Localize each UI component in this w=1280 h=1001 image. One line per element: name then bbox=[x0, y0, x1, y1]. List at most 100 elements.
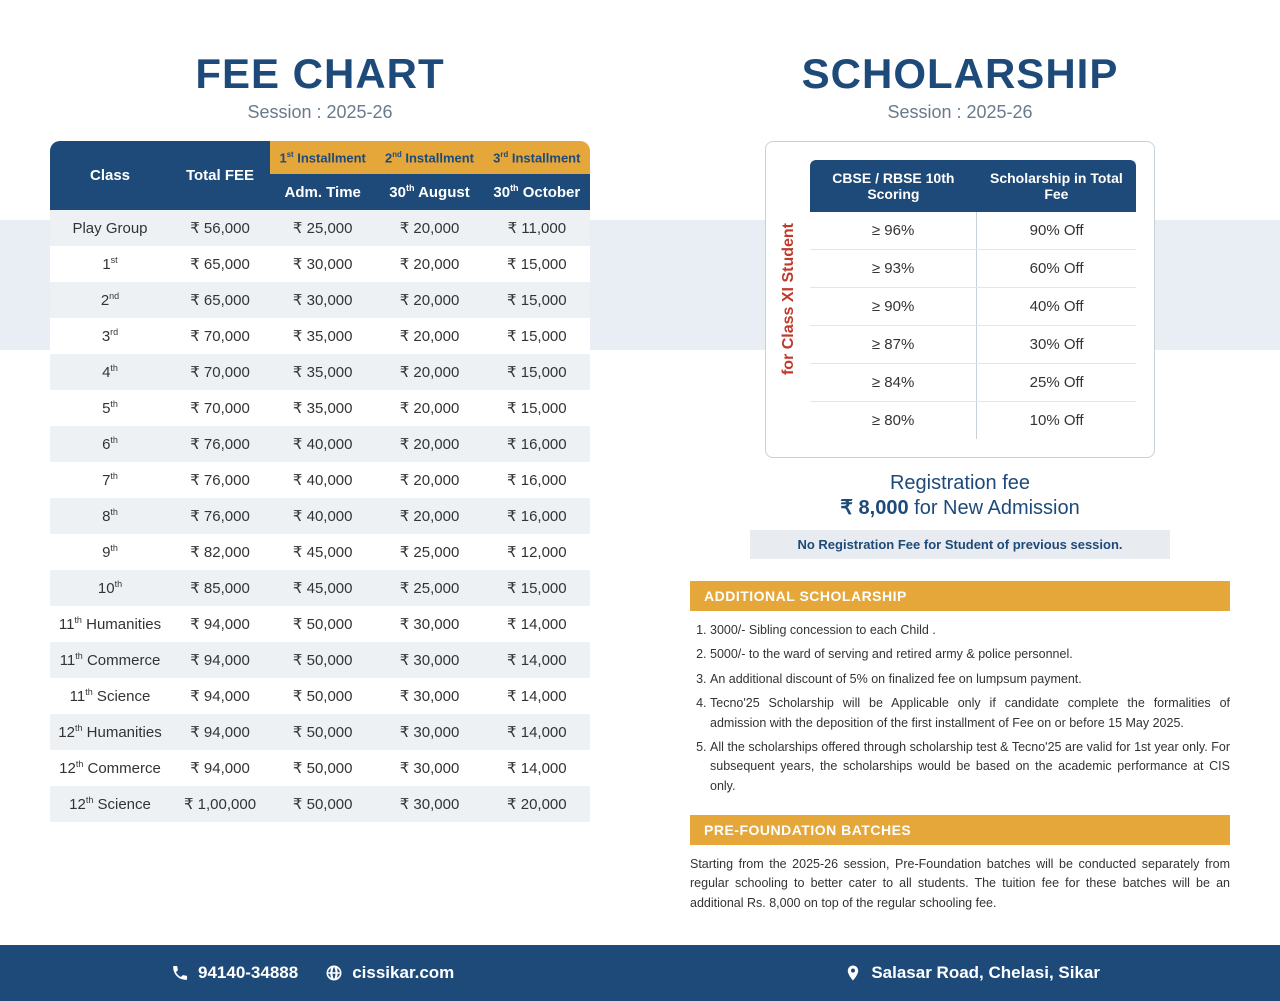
cell-inst2: ₹ 30,000 bbox=[375, 678, 483, 714]
cell-score: ≥ 93% bbox=[810, 250, 977, 288]
cell-class: 12th Humanities bbox=[50, 714, 170, 750]
cell-class: 11th Science bbox=[50, 678, 170, 714]
list-item: 3000/- Sibling concession to each Child … bbox=[710, 621, 1230, 640]
cell-inst2: ₹ 30,000 bbox=[375, 714, 483, 750]
list-item: An additional discount of 5% on finalize… bbox=[710, 670, 1230, 689]
cell-inst3: ₹ 14,000 bbox=[484, 642, 590, 678]
cell-total: ₹ 94,000 bbox=[170, 642, 270, 678]
cell-class: 5th bbox=[50, 390, 170, 426]
cell-class: 10th bbox=[50, 570, 170, 606]
cell-class: Play Group bbox=[50, 210, 170, 246]
cell-off: 30% Off bbox=[977, 326, 1136, 364]
cell-inst3: ₹ 14,000 bbox=[484, 606, 590, 642]
cell-inst2: ₹ 25,000 bbox=[375, 570, 483, 606]
pre-foundation-text: Starting from the 2025-26 session, Pre-F… bbox=[690, 855, 1230, 913]
fee-chart-session: Session : 2025-26 bbox=[50, 102, 590, 123]
table-row: 12th Humanities₹ 94,000₹ 50,000₹ 30,000₹… bbox=[50, 714, 590, 750]
cell-inst2: ₹ 20,000 bbox=[375, 498, 483, 534]
cell-inst1: ₹ 50,000 bbox=[270, 786, 375, 822]
table-row: ≥ 87%30% Off bbox=[810, 326, 1136, 364]
cell-total: ₹ 85,000 bbox=[170, 570, 270, 606]
cell-score: ≥ 87% bbox=[810, 326, 977, 364]
table-row: 4th₹ 70,000₹ 35,000₹ 20,000₹ 15,000 bbox=[50, 354, 590, 390]
table-row: ≥ 96%90% Off bbox=[810, 212, 1136, 250]
cell-inst3: ₹ 15,000 bbox=[484, 282, 590, 318]
cell-inst2: ₹ 20,000 bbox=[375, 354, 483, 390]
cell-inst1: ₹ 35,000 bbox=[270, 354, 375, 390]
fee-th-total: Total FEE bbox=[170, 141, 270, 210]
table-row: 2nd₹ 65,000₹ 30,000₹ 20,000₹ 15,000 bbox=[50, 282, 590, 318]
scholarship-box: for Class XI Student CBSE / RBSE 10th Sc… bbox=[765, 141, 1155, 458]
cell-inst3: ₹ 16,000 bbox=[484, 426, 590, 462]
cell-off: 60% Off bbox=[977, 250, 1136, 288]
table-row: ≥ 93%60% Off bbox=[810, 250, 1136, 288]
cell-inst1: ₹ 50,000 bbox=[270, 606, 375, 642]
cell-inst3: ₹ 14,000 bbox=[484, 678, 590, 714]
table-row: 9th₹ 82,000₹ 45,000₹ 25,000₹ 12,000 bbox=[50, 534, 590, 570]
cell-off: 10% Off bbox=[977, 402, 1136, 440]
cell-total: ₹ 94,000 bbox=[170, 714, 270, 750]
table-row: 6th₹ 76,000₹ 40,000₹ 20,000₹ 16,000 bbox=[50, 426, 590, 462]
fee-th-sub3: 30th October bbox=[484, 174, 590, 210]
cell-inst1: ₹ 40,000 bbox=[270, 498, 375, 534]
table-row: 7th₹ 76,000₹ 40,000₹ 20,000₹ 16,000 bbox=[50, 462, 590, 498]
cell-score: ≥ 80% bbox=[810, 402, 977, 440]
cell-class: 1st bbox=[50, 246, 170, 282]
cell-inst3: ₹ 12,000 bbox=[484, 534, 590, 570]
table-row: Play Group₹ 56,000₹ 25,000₹ 20,000₹ 11,0… bbox=[50, 210, 590, 246]
fee-th-sub2: 30th August bbox=[375, 174, 483, 210]
cell-off: 40% Off bbox=[977, 288, 1136, 326]
table-row: 3rd₹ 70,000₹ 35,000₹ 20,000₹ 15,000 bbox=[50, 318, 590, 354]
list-item: All the scholarships offered through sch… bbox=[710, 738, 1230, 796]
cell-total: ₹ 82,000 bbox=[170, 534, 270, 570]
cell-class: 11th Commerce bbox=[50, 642, 170, 678]
additional-scholarship-header: ADDITIONAL SCHOLARSHIP bbox=[690, 581, 1230, 611]
cell-inst2: ₹ 30,000 bbox=[375, 606, 483, 642]
cell-class: 11th Humanities bbox=[50, 606, 170, 642]
cell-inst2: ₹ 25,000 bbox=[375, 534, 483, 570]
table-row: 11th Humanities₹ 94,000₹ 50,000₹ 30,000₹… bbox=[50, 606, 590, 642]
cell-inst3: ₹ 20,000 bbox=[484, 786, 590, 822]
cell-inst1: ₹ 50,000 bbox=[270, 750, 375, 786]
cell-total: ₹ 1,00,000 bbox=[170, 786, 270, 822]
cell-class: 3rd bbox=[50, 318, 170, 354]
cell-class: 2nd bbox=[50, 282, 170, 318]
cell-inst1: ₹ 45,000 bbox=[270, 534, 375, 570]
cell-inst1: ₹ 25,000 bbox=[270, 210, 375, 246]
table-row: 10th₹ 85,000₹ 45,000₹ 25,000₹ 15,000 bbox=[50, 570, 590, 606]
cell-score: ≥ 96% bbox=[810, 212, 977, 250]
table-row: ≥ 80%10% Off bbox=[810, 402, 1136, 440]
fee-table: Class Total FEE 1st Installment 2nd Inst… bbox=[50, 141, 590, 822]
fee-th-sub1: Adm. Time bbox=[270, 174, 375, 210]
fee-th-inst2: 2nd Installment bbox=[375, 141, 483, 174]
cell-inst3: ₹ 11,000 bbox=[484, 210, 590, 246]
cell-inst1: ₹ 50,000 bbox=[270, 678, 375, 714]
cell-inst3: ₹ 15,000 bbox=[484, 354, 590, 390]
cell-inst3: ₹ 16,000 bbox=[484, 498, 590, 534]
table-row: ≥ 84%25% Off bbox=[810, 364, 1136, 402]
table-row: 12th Commerce₹ 94,000₹ 50,000₹ 30,000₹ 1… bbox=[50, 750, 590, 786]
cell-total: ₹ 94,000 bbox=[170, 606, 270, 642]
cell-inst1: ₹ 50,000 bbox=[270, 714, 375, 750]
cell-inst2: ₹ 20,000 bbox=[375, 210, 483, 246]
cell-inst3: ₹ 15,000 bbox=[484, 318, 590, 354]
cell-score: ≥ 84% bbox=[810, 364, 977, 402]
fee-th-inst3: 3rd Installment bbox=[484, 141, 590, 174]
cell-inst1: ₹ 40,000 bbox=[270, 426, 375, 462]
cell-inst2: ₹ 30,000 bbox=[375, 642, 483, 678]
cell-inst2: ₹ 20,000 bbox=[375, 426, 483, 462]
cell-inst1: ₹ 35,000 bbox=[270, 390, 375, 426]
table-row: ≥ 90%40% Off bbox=[810, 288, 1136, 326]
sch-th-off: Scholarship in Total Fee bbox=[977, 160, 1136, 212]
cell-total: ₹ 70,000 bbox=[170, 354, 270, 390]
scholarship-title: SCHOLARSHIP bbox=[690, 50, 1230, 98]
cell-inst3: ₹ 14,000 bbox=[484, 714, 590, 750]
cell-total: ₹ 56,000 bbox=[170, 210, 270, 246]
cell-inst1: ₹ 35,000 bbox=[270, 318, 375, 354]
cell-inst2: ₹ 20,000 bbox=[375, 390, 483, 426]
cell-inst2: ₹ 20,000 bbox=[375, 318, 483, 354]
cell-inst2: ₹ 20,000 bbox=[375, 282, 483, 318]
cell-inst2: ₹ 30,000 bbox=[375, 750, 483, 786]
cell-total: ₹ 94,000 bbox=[170, 678, 270, 714]
fee-th-inst1: 1st Installment bbox=[270, 141, 375, 174]
